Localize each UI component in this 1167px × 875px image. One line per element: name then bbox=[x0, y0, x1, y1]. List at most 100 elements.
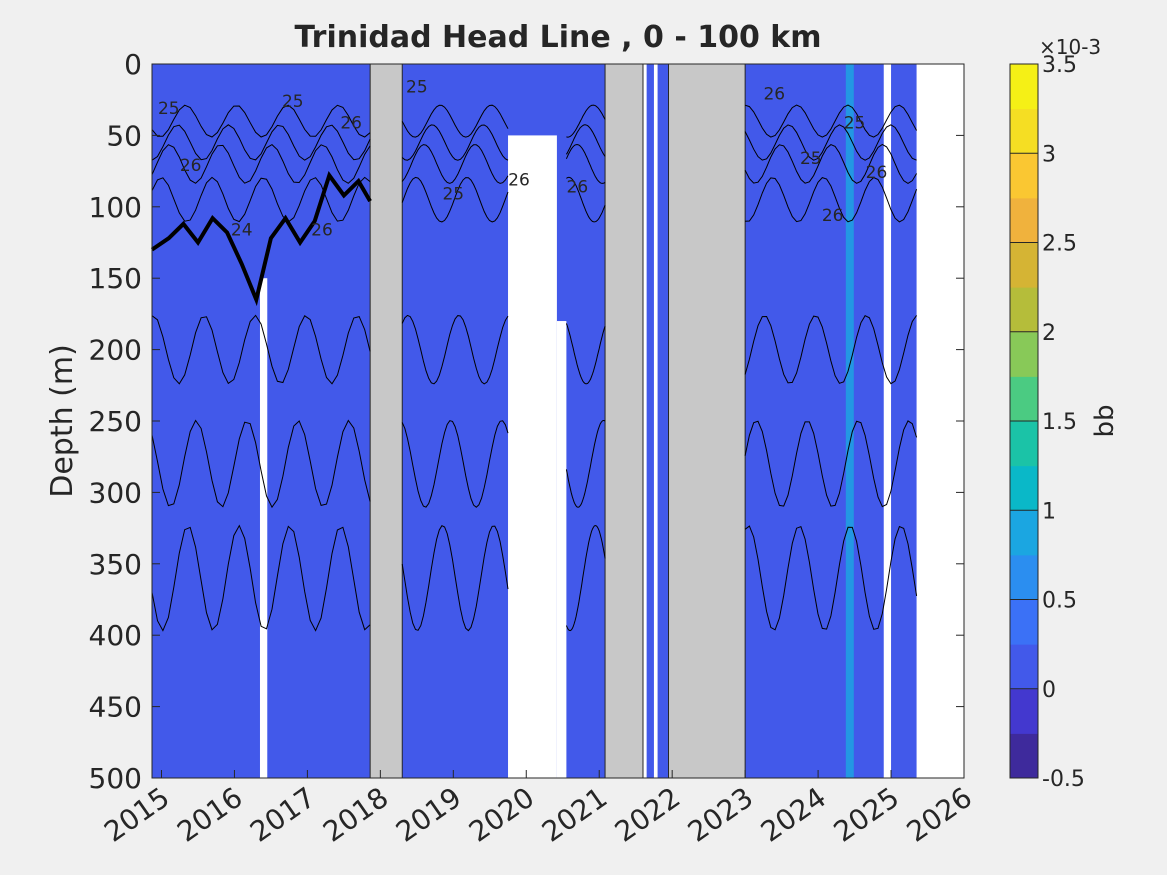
y-axis-label: Depth (m) bbox=[45, 344, 80, 498]
isopycnal-contour bbox=[565, 323, 606, 385]
colorbar-band bbox=[1010, 688, 1038, 734]
x-tick-label: 2023 bbox=[682, 781, 759, 849]
isopycnal-contour bbox=[401, 124, 509, 161]
colorbar-exponent: ×10-3 bbox=[1039, 35, 1101, 59]
x-tick-label: 2019 bbox=[390, 781, 467, 849]
no-data-gap bbox=[883, 64, 892, 778]
x-tick-label: 2026 bbox=[901, 781, 978, 849]
isopycnal-contour bbox=[565, 124, 606, 157]
contour-label: 26 bbox=[822, 206, 844, 226]
no-data-gap bbox=[556, 321, 567, 778]
high-backscatter-streak bbox=[845, 64, 854, 778]
y-tick-label: 50 bbox=[106, 119, 142, 152]
x-tick-label: 2018 bbox=[317, 781, 394, 849]
isopycnal-contour bbox=[566, 104, 606, 138]
isopycnal-contour bbox=[745, 176, 918, 223]
contour-label: 26 bbox=[340, 113, 362, 133]
x-tick-label: 2020 bbox=[463, 781, 540, 849]
colorbar-tick-label: 3.5 bbox=[1042, 53, 1077, 78]
no-data-gap bbox=[642, 64, 647, 778]
isopycnal-contour bbox=[401, 525, 509, 632]
x-tick-label: 2021 bbox=[536, 781, 613, 849]
colorbar-tick-label: 0.5 bbox=[1042, 589, 1077, 614]
y-tick-label: 0 bbox=[124, 48, 142, 81]
colorbar-band bbox=[1010, 421, 1038, 467]
plot-area: 25 26 24 25 26 25 25 26 26 26 25 26 25 26 26 bbox=[150, 63, 965, 779]
isopycnal-contour bbox=[151, 419, 371, 509]
colorbar-band bbox=[1010, 554, 1038, 600]
colorbar-tick-label: 2 bbox=[1042, 321, 1056, 346]
contour-label: 26 bbox=[763, 85, 785, 105]
contour-label: 26 bbox=[567, 178, 589, 198]
colorbar-band bbox=[1010, 599, 1038, 645]
y-tick-label: 350 bbox=[89, 548, 142, 581]
colorbar-label: bb bbox=[1090, 404, 1120, 437]
colorbar-band bbox=[1010, 644, 1038, 690]
isopycnal-26-contour bbox=[150, 171, 372, 307]
isopycnal-contour bbox=[565, 420, 606, 508]
isopycnal-contour bbox=[151, 314, 371, 385]
isopycnal-contour bbox=[744, 143, 918, 184]
colorbar-band bbox=[1010, 733, 1038, 779]
isopycnal-contour bbox=[401, 314, 509, 385]
contour-label: 26 bbox=[508, 170, 530, 190]
y-axis: 0 50 100 150 200 250 300 350 400 450 500 bbox=[89, 48, 964, 795]
no-data-gap bbox=[653, 64, 658, 778]
no-data-period bbox=[604, 63, 644, 779]
x-tick-label: 2016 bbox=[171, 781, 248, 849]
no-data-period bbox=[668, 63, 746, 779]
colorbar-tick-label: -0.5 bbox=[1042, 767, 1085, 792]
isopycnal-contour bbox=[744, 315, 918, 385]
contour-label: 26 bbox=[311, 220, 333, 240]
isopycnal-contour bbox=[401, 176, 509, 223]
x-tick-label: 2017 bbox=[244, 781, 321, 849]
contour-label: 25 bbox=[158, 99, 180, 119]
colorbar-band bbox=[1010, 465, 1038, 511]
colorbar-band bbox=[1010, 287, 1038, 333]
x-tick-label: 2024 bbox=[755, 781, 832, 849]
y-tick-label: 250 bbox=[89, 405, 142, 438]
colorbar-tick-label: 0 bbox=[1042, 678, 1056, 703]
colorbar-band bbox=[1010, 153, 1038, 199]
contour-label: 25 bbox=[442, 185, 464, 205]
isopycnal-contour bbox=[744, 124, 917, 161]
no-data-period bbox=[369, 63, 403, 779]
contour-label: 26 bbox=[866, 163, 888, 183]
colorbar-band bbox=[1010, 510, 1038, 556]
colorbar-tick-label: 1 bbox=[1042, 499, 1056, 524]
contour-label: 26 bbox=[180, 156, 202, 176]
contour-label: 25 bbox=[800, 149, 822, 169]
chart-title: Trinidad Head Line , 0 - 100 km bbox=[294, 20, 821, 55]
colorbar: -0.5 0 0.5 1 1.5 2 2.5 3 3.5 ×10-3 bb bbox=[1009, 35, 1120, 792]
contour-label: 25 bbox=[844, 113, 866, 133]
x-axis: 2015201620172018201920202021202220232024… bbox=[98, 770, 978, 849]
colorbar-band bbox=[1010, 108, 1038, 154]
contour-label: 25 bbox=[406, 78, 428, 98]
no-data-gap bbox=[259, 278, 268, 778]
isopycnal-contour bbox=[401, 144, 509, 184]
y-tick-label: 200 bbox=[89, 334, 142, 367]
isopycnal-contour bbox=[566, 176, 606, 223]
colorbar-tick-label: 2.5 bbox=[1042, 232, 1077, 257]
colorbar-tick-label: 3 bbox=[1042, 142, 1056, 167]
contour-label: 25 bbox=[282, 92, 304, 112]
x-tick-label: 2025 bbox=[828, 781, 905, 849]
y-tick-label: 500 bbox=[89, 762, 142, 795]
isopycnal-contour bbox=[151, 124, 371, 161]
contour-label: 24 bbox=[231, 220, 253, 240]
colorbar-band bbox=[1010, 242, 1038, 288]
colorbar-tick-label: 1.5 bbox=[1042, 410, 1077, 435]
y-tick-label: 450 bbox=[89, 691, 142, 724]
no-data-gap bbox=[508, 135, 557, 778]
isopycnal-contour bbox=[151, 176, 371, 223]
x-tick-label: 2022 bbox=[609, 781, 686, 849]
isopycnal-contour bbox=[565, 143, 606, 184]
y-tick-label: 300 bbox=[89, 476, 142, 509]
isopycnal-contour bbox=[744, 420, 918, 508]
isopycnal-contour bbox=[401, 104, 509, 138]
y-tick-label: 400 bbox=[89, 619, 142, 652]
isopycnal-contour bbox=[151, 143, 371, 184]
isopycnal-contour bbox=[744, 104, 918, 138]
isopycnal-contour bbox=[744, 525, 918, 631]
